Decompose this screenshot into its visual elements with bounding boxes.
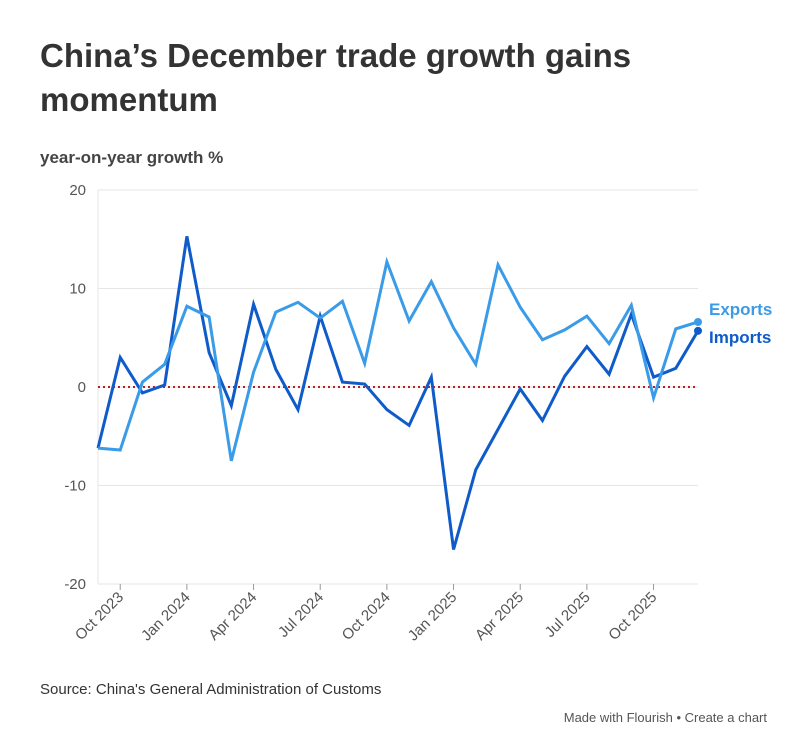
x-tick-label: Apr 2025 — [472, 589, 527, 644]
x-tick-label: Oct 2023 — [72, 589, 127, 644]
legend-label-exports: Exports — [709, 300, 772, 319]
source-note: Source: China's General Administration o… — [40, 681, 382, 698]
x-tick-label: Oct 2024 — [339, 589, 394, 644]
x-tick-label: Jan 2024 — [138, 589, 194, 645]
legend-label-imports: Imports — [709, 328, 771, 347]
y-tick-label: -20 — [64, 576, 86, 593]
made-with-flourish-link[interactable]: Made with Flourish — [563, 710, 673, 725]
end-point-imports — [694, 326, 702, 335]
series-line-exports — [97, 256, 699, 462]
y-tick-label: 0 — [78, 379, 86, 396]
y-axis-label: year-on-year growth % — [40, 148, 224, 167]
footer: Made with Flourish • Create a chart — [564, 710, 767, 725]
x-tick-label: Apr 2024 — [205, 589, 260, 644]
y-tick-label: -10 — [64, 478, 86, 495]
x-tick-label: Jul 2024 — [275, 589, 327, 641]
footer-separator: • — [672, 710, 685, 725]
chart-title: China’s December trade growth gains mome… — [40, 37, 632, 118]
series-line-imports — [96, 236, 700, 550]
y-tick-label: 20 — [69, 182, 86, 199]
x-tick-label: Jul 2025 — [542, 589, 594, 641]
x-tick-label: Oct 2025 — [605, 589, 660, 644]
x-tick-label: Jan 2025 — [405, 589, 461, 645]
end-point-exports — [694, 317, 702, 326]
create-chart-link[interactable]: Create a chart — [684, 710, 767, 725]
y-tick-label: 10 — [69, 281, 86, 298]
